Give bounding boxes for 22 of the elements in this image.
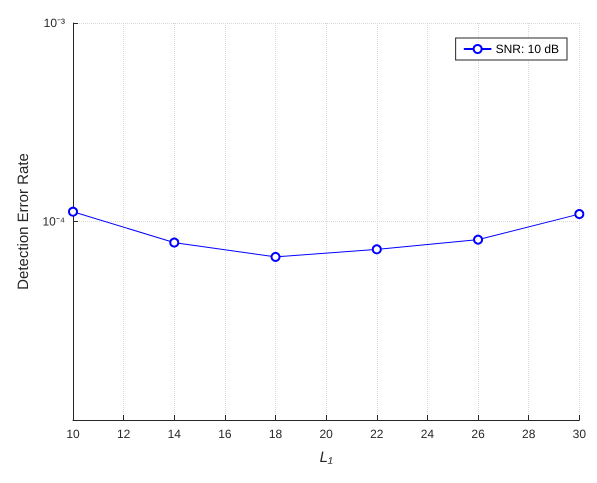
y-axis-title: Detection Error Rate xyxy=(15,153,32,290)
point xyxy=(372,244,382,254)
x-tick-label: 26 xyxy=(471,427,486,441)
point xyxy=(473,234,484,245)
x-axis-title: L₁ xyxy=(320,449,333,466)
point xyxy=(574,209,584,220)
point xyxy=(270,252,281,262)
x-tick-label: 28 xyxy=(522,427,536,441)
x-tick-label: 24 xyxy=(420,427,434,441)
x-tick-label: 30 xyxy=(572,427,586,441)
x-tick-label: 14 xyxy=(168,427,182,441)
x-tick-label: 16 xyxy=(218,427,232,441)
y-tick-label: 10⁻⁴ xyxy=(42,214,65,228)
point xyxy=(68,206,78,217)
legend-label: SNR: 10 dB xyxy=(496,42,560,56)
y-tick-label: 10⁻³ xyxy=(44,16,66,30)
x-tick-label: 12 xyxy=(116,427,131,441)
x-tick-label: 10 xyxy=(66,427,80,441)
x-tick-label: 18 xyxy=(268,427,283,441)
x-tick-label: 22 xyxy=(370,427,384,441)
point xyxy=(169,238,180,248)
x-tick-label: 20 xyxy=(319,427,334,441)
